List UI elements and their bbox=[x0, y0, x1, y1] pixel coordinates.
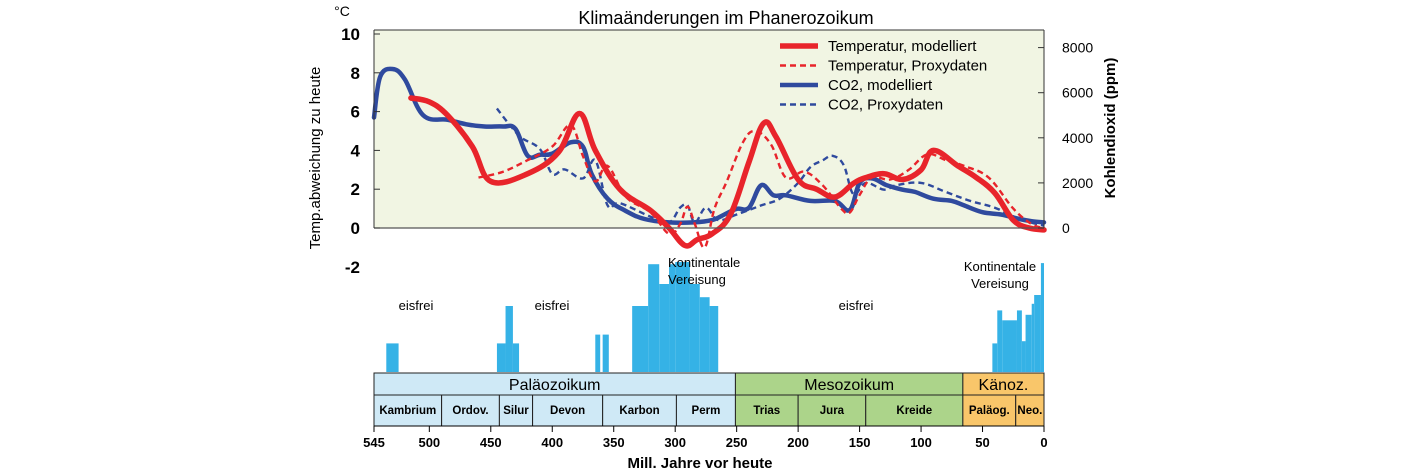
x-tick-label: 200 bbox=[787, 435, 809, 450]
y-right-tick-label: 2000 bbox=[1062, 175, 1093, 191]
ice-extent-bar bbox=[1040, 263, 1044, 372]
legend-label: Temperatur, Proxydaten bbox=[828, 58, 987, 75]
glaciation-label: Vereisung bbox=[668, 272, 726, 287]
period-label: Paläog. bbox=[969, 405, 1010, 417]
x-tick-label: 545 bbox=[363, 435, 385, 450]
period-label: Trias bbox=[753, 405, 780, 417]
y-left-tick-label: -2 bbox=[345, 258, 360, 277]
ice-extent-bar bbox=[1025, 314, 1032, 372]
era-label: Paläozoikum bbox=[509, 377, 601, 394]
period-label: Jura bbox=[820, 405, 845, 417]
period-box bbox=[962, 394, 1017, 427]
axes-layer: 545 500 450 400 350 300 250 200 150 100 50 01086420… bbox=[341, 25, 1093, 450]
y-right-tick-label: 6000 bbox=[1062, 85, 1093, 101]
y-left-tick-label: 2 bbox=[351, 180, 360, 199]
period-label: Karbon bbox=[619, 405, 659, 417]
x-tick-label: 150 bbox=[849, 435, 871, 450]
x-tick-label: 450 bbox=[480, 435, 502, 450]
y-left-tick-label: 8 bbox=[351, 64, 360, 83]
y-left-tick-label: 6 bbox=[351, 103, 360, 122]
plot-area-background bbox=[374, 30, 1044, 228]
ice-extent-bar bbox=[602, 334, 609, 372]
period-label: Ordov. bbox=[452, 405, 488, 417]
ice-extent-bar bbox=[505, 306, 513, 372]
y-right-tick-label: 8000 bbox=[1062, 40, 1093, 56]
glaciation-label: Kontinentale bbox=[668, 255, 740, 270]
ice-extent-bar bbox=[1002, 320, 1017, 372]
ice-extent-bar bbox=[992, 343, 998, 372]
ice-extent-bar bbox=[997, 310, 1003, 372]
ice-extent-bar bbox=[699, 297, 710, 372]
x-tick-label: 300 bbox=[664, 435, 686, 450]
temperature-proxy-line bbox=[478, 123, 1045, 249]
x-axis-label: Mill. Jahre vor heute bbox=[627, 455, 772, 472]
x-tick-label: 100 bbox=[910, 435, 932, 450]
x-tick-label: 350 bbox=[603, 435, 625, 450]
left-axis-unit: °C bbox=[334, 3, 350, 19]
era-label: Mesozoikum bbox=[804, 377, 894, 394]
annotations: Kontinentale Vereisung Kontinentale Vereisu… bbox=[399, 255, 1036, 313]
x-tick-label: 400 bbox=[541, 435, 563, 450]
ice-extent-bar bbox=[675, 262, 690, 372]
legend-label: CO2, Proxydaten bbox=[828, 97, 943, 114]
co2-proxy-line bbox=[495, 107, 1045, 227]
glaciation-label: Kontinentale bbox=[964, 259, 1036, 274]
period-box bbox=[797, 394, 867, 427]
x-tick-label: 500 bbox=[418, 435, 440, 450]
y-left-tick-label: 10 bbox=[341, 25, 360, 44]
left-axis-label: Temp.abweichung zu heute bbox=[307, 67, 324, 250]
ice-extent-bar bbox=[512, 343, 520, 372]
period-label: Kambrium bbox=[379, 405, 436, 417]
period-label: Kreide bbox=[896, 405, 932, 417]
x-tick-label: 250 bbox=[726, 435, 748, 450]
ice-extent-bar bbox=[1016, 310, 1022, 372]
ice-extent-bar bbox=[1021, 341, 1026, 372]
legend-label: CO2, modelliert bbox=[828, 77, 933, 94]
period-label: Devon bbox=[550, 405, 585, 417]
x-tick-label: 0 bbox=[1040, 435, 1047, 450]
ice-free-label: eisfrei bbox=[399, 298, 434, 313]
ice-extent-bar bbox=[632, 306, 649, 372]
era-label: Känoz. bbox=[979, 377, 1029, 394]
ice-extent-bar bbox=[648, 264, 660, 372]
y-right-tick-label: 4000 bbox=[1062, 130, 1093, 146]
period-label: Neo. bbox=[1017, 405, 1042, 417]
legend: Temperatur, modelliert Temperatur, Proxyd… bbox=[780, 38, 987, 114]
ice-extent-bar bbox=[669, 264, 676, 372]
period-box bbox=[602, 394, 677, 427]
period-label: Perm bbox=[692, 405, 721, 417]
period-box bbox=[1015, 394, 1045, 427]
ice-extent-bar bbox=[386, 343, 399, 372]
right-axis-label: Kohlendioxid (ppm) bbox=[1102, 58, 1119, 199]
y-left-tick-label: 4 bbox=[351, 141, 361, 160]
ice-free-label: eisfrei bbox=[535, 298, 570, 313]
period-box bbox=[865, 394, 964, 427]
x-tick-label: 50 bbox=[975, 435, 989, 450]
ice-extent-bar bbox=[1031, 303, 1035, 372]
temperature-model-line bbox=[408, 95, 1047, 249]
ice-extent-bar bbox=[496, 343, 506, 372]
ice-extent-bar bbox=[689, 284, 700, 372]
period-box bbox=[532, 394, 604, 427]
legend-label: Temperatur, modelliert bbox=[828, 38, 977, 55]
chart-title: Klimaänderungen im Phanerozoikum bbox=[578, 8, 873, 28]
ice-extent-bar bbox=[595, 334, 601, 372]
y-right-tick-label: 0 bbox=[1062, 220, 1070, 236]
geologic-timescale: Paläozoikum Mesozoikum Känoz. Kambrium Ordov… bbox=[373, 372, 1045, 427]
period-box bbox=[734, 394, 799, 427]
ice-extent-bar bbox=[709, 306, 719, 372]
ice-free-label: eisfrei bbox=[839, 298, 874, 313]
glaciation-label: Vereisung bbox=[971, 276, 1029, 291]
y-left-tick-label: 0 bbox=[351, 219, 360, 238]
ice-extent-bar bbox=[1034, 295, 1041, 372]
ice-extent-bar bbox=[659, 284, 670, 372]
co2-model-line bbox=[371, 66, 1047, 226]
series-layer bbox=[371, 66, 1047, 249]
ice-extent-layer bbox=[386, 262, 1044, 372]
period-label: Silur bbox=[503, 405, 529, 417]
